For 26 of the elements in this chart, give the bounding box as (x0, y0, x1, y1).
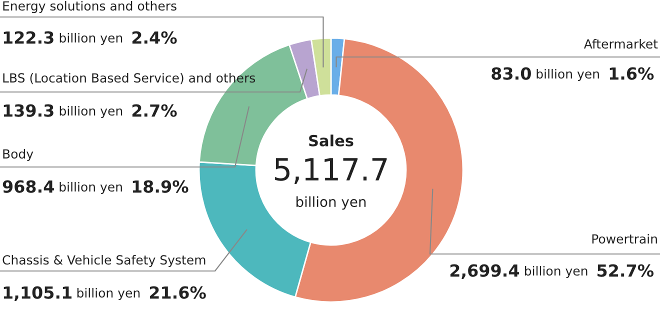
slice-label: Energy solutions and others (3, 0, 176, 14)
text: billion yen (525, 266, 588, 278)
text: billion yen (77, 288, 140, 300)
slice-label: Powertrain (592, 234, 657, 244)
data-label: 968.4 (2, 180, 54, 193)
text: billion yen (536, 68, 599, 82)
text: billion yen (60, 106, 122, 118)
text: 18.9% (132, 180, 188, 193)
slice-label: Body (3, 148, 34, 162)
data-label: 122.3 (4, 31, 54, 44)
text: Sales (309, 134, 354, 146)
data-label: 83.0 (492, 67, 531, 80)
data-label: 139.3 (4, 104, 54, 117)
text: 2.4% (132, 31, 177, 44)
text: 21.6% (150, 286, 206, 299)
text: billion yen (60, 182, 122, 194)
data-label: 2,699.4 (450, 264, 520, 279)
text: 5,117.7 (275, 158, 387, 184)
text: billion yen (60, 32, 122, 46)
text: 1.6% (610, 67, 654, 80)
text: 2.7% (132, 104, 177, 117)
slice-label: Aftermarket (584, 38, 658, 49)
slice-label: Chassis & Vehicle Safety System (2, 254, 206, 268)
text: 52.7% (598, 264, 654, 277)
text: billion yen (296, 196, 366, 210)
data-label: 1,105.1 (4, 286, 72, 301)
